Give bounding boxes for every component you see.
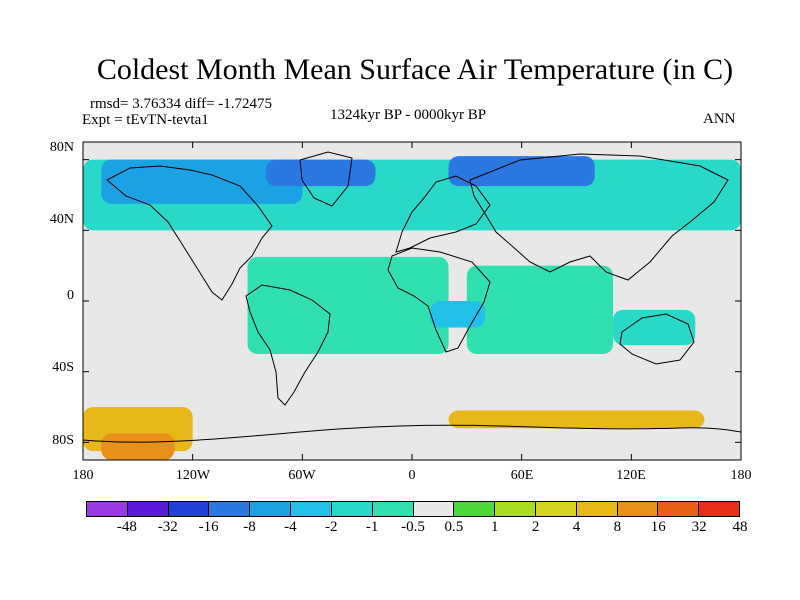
colorbar-label-6: -1 [365, 519, 379, 535]
colorbar-label-1: -32 [157, 519, 178, 535]
colorbar-label-14: 32 [691, 519, 707, 535]
colorbar-label-13: 16 [650, 519, 666, 535]
colorbar-label-11: 4 [572, 519, 581, 535]
coast-antarctica [83, 424, 741, 443]
lon-label-120e: 120E [616, 468, 646, 483]
field-region-9 [448, 410, 705, 429]
colorbar-cell-13 [616, 501, 658, 517]
lon-label-180w: 180 [72, 468, 94, 483]
lat-label-40s: 40S [52, 360, 74, 375]
colorbar-cell-2 [167, 501, 209, 517]
axis-ticks [82, 142, 742, 460]
coast-asia [469, 153, 729, 281]
field-region-1 [101, 159, 303, 204]
colorbar-cell-15 [698, 501, 740, 517]
lon-label-120w: 120W [175, 468, 211, 483]
coast-australia [619, 313, 695, 365]
colorbar-label-12: 8 [613, 519, 622, 535]
colorbar-cell-5 [290, 501, 331, 517]
colorbar-label-10: 2 [531, 519, 540, 535]
lat-label-40n: 40N [49, 212, 74, 227]
field-region-5 [466, 265, 614, 354]
coast-greenland [299, 151, 353, 207]
colorbar-cell-14 [657, 501, 699, 517]
field-region-3 [448, 156, 595, 187]
colorbar-label-0: -48 [116, 519, 137, 535]
lat-label-80n: 80N [49, 140, 74, 155]
lon-label-60e: 60E [510, 468, 534, 483]
colorbar-label-4: -4 [284, 519, 297, 535]
lon-label-60w: 60W [288, 468, 316, 483]
season-label: ANN [703, 111, 736, 127]
experiment-line: Expt = tEvTN-tevta1 [82, 112, 209, 128]
field-region-6 [430, 301, 486, 328]
colorbar-cell-0 [86, 501, 127, 517]
colorbar-label-8: 0.5 [444, 519, 464, 535]
colorbar-cell-9 [453, 501, 495, 517]
field-region-2 [265, 159, 376, 187]
colorbar [86, 501, 740, 517]
lon-label-0: 0 [408, 468, 416, 483]
field-region-10 [101, 433, 175, 460]
colorbar-cell-11 [534, 501, 576, 517]
colorbar-label-2: -16 [198, 519, 219, 535]
lon-label-180e: 180 [730, 468, 752, 483]
coast-north-america [106, 165, 273, 301]
coastlines [83, 151, 741, 443]
chart-title: Coldest Month Mean Surface Air Temperatu… [96, 53, 734, 86]
colorbar-label-5: -2 [325, 519, 338, 535]
colorbar-cell-6 [330, 501, 372, 517]
colorbar-cell-10 [494, 501, 535, 517]
field-region-4 [247, 256, 449, 354]
colorbar-label-9: 1 [491, 519, 499, 535]
field-region-7 [613, 309, 696, 346]
colorbar-cell-3 [208, 501, 250, 517]
lat-label-80s: 80S [52, 433, 74, 448]
colorbar-label-7: -0.5 [401, 519, 425, 535]
coast-europe [395, 175, 491, 253]
colorbar-label-3: -8 [243, 519, 256, 535]
colorbar-cell-12 [575, 501, 617, 517]
period-line: 1324kyr BP - 0000kyr BP [330, 107, 487, 123]
colorbar-cell-1 [126, 501, 168, 517]
lat-label-equator: 0 [67, 288, 74, 303]
colorbar-cell-8 [412, 501, 454, 517]
colorbar-cell-7 [371, 501, 413, 517]
stats-line: rmsd= 3.76334 diff= -1.72475 [90, 96, 273, 112]
coast-africa [387, 247, 491, 353]
temperature-field [83, 142, 741, 460]
colorbar-label-15: 48 [732, 519, 748, 535]
coast-south-america [245, 284, 331, 406]
colorbar-cell-4 [249, 501, 291, 517]
